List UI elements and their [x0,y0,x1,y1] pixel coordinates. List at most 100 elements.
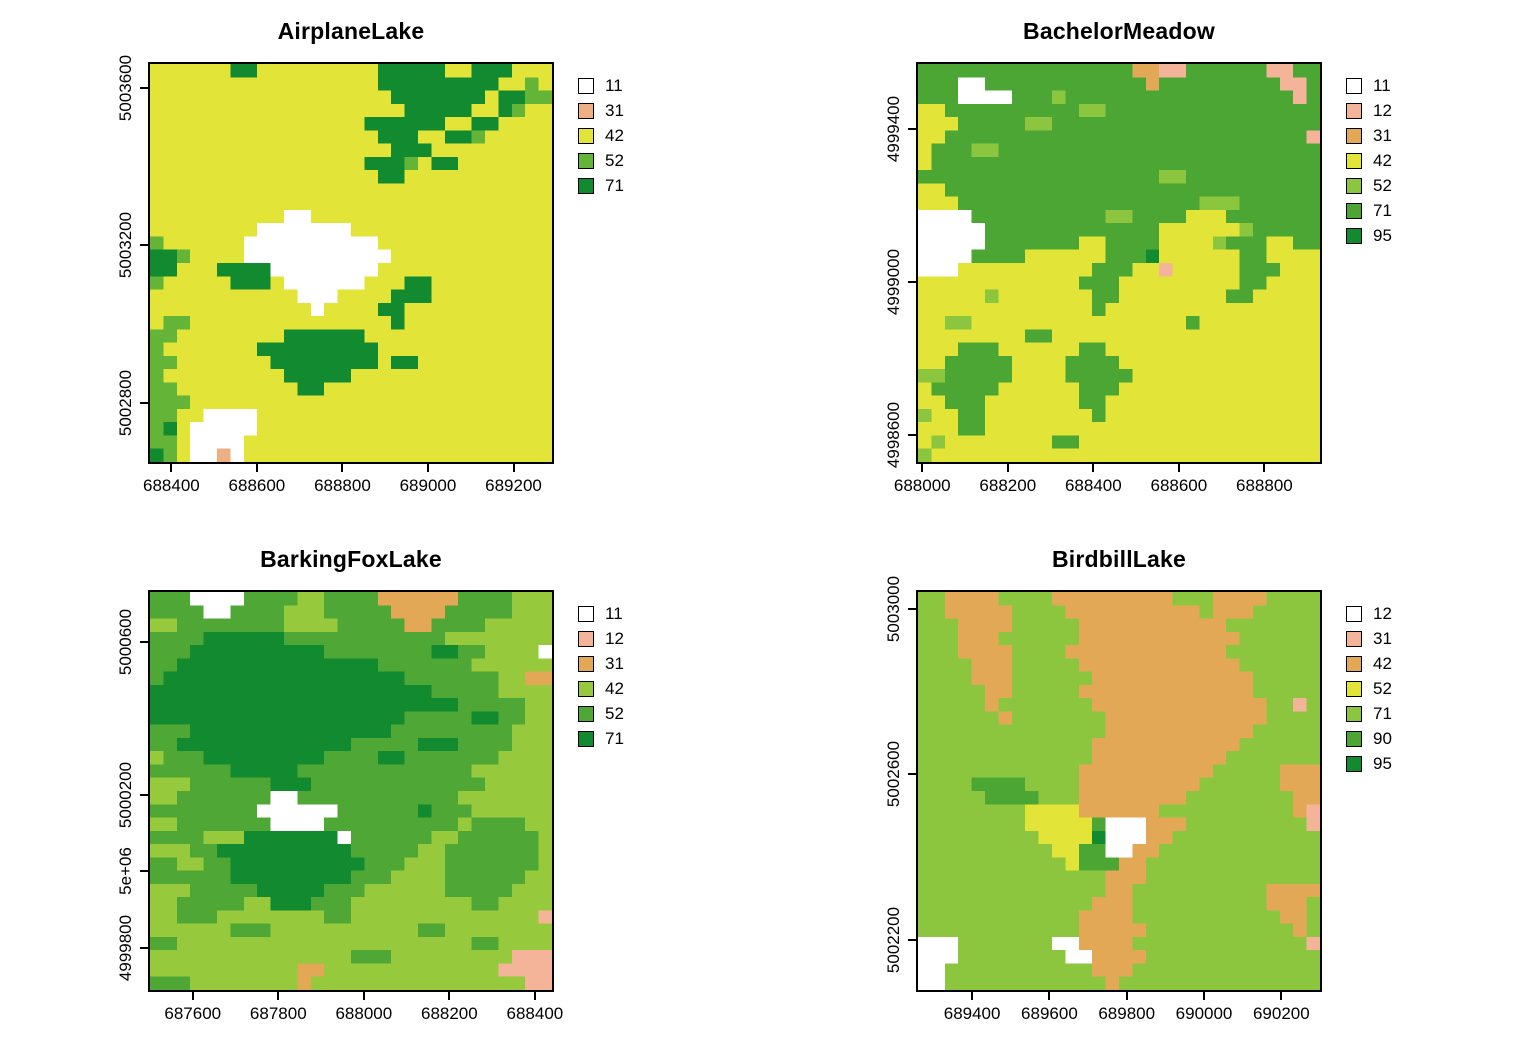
plot-region: 688400 688600 688800 689000 689200 5002800 50… [116,55,554,495]
x-axis: 687600 687800 688000 688200 688400 [150,990,563,1036]
legend-swatch [1346,756,1362,772]
x-tick-label: 689800 [1098,1004,1156,1023]
panel-title: BarkingFoxLake [260,546,442,572]
x-tick-label: 687800 [249,1004,307,1023]
legend-label: 95 [1373,226,1392,245]
x-tick-label: 689000 [399,476,457,495]
legend-item: 95 [1346,754,1392,773]
legend-label: 42 [1373,654,1392,673]
legend-label: 71 [1373,704,1392,723]
panel-title: BachelorMeadow [1023,18,1215,44]
y-tick-label-text: 4998600 [884,402,903,469]
legend-swatch [1346,153,1362,169]
x-tick-mark [1048,992,1051,1000]
x-tick-mark [255,464,258,472]
plot-region: 688000 688200 688400 688600 688800 4998600 49… [884,62,1322,495]
legend-swatch [578,606,594,622]
legend-item: 90 [1346,730,1392,747]
x-tick-label: 688200 [420,1004,478,1023]
x-tick-mark [426,464,429,472]
legend-item: 52 [1346,680,1392,697]
x-tick-mark [533,992,536,1000]
x-tick-mark [512,464,515,472]
legend-item: 31 [578,101,624,120]
y-tick-mark [908,607,916,610]
legend-label: 31 [605,101,624,120]
y-axis: 4998600 4999000 4999400 [854,64,918,468]
x-tick-mark [448,992,451,1000]
legend-item: 12 [1346,604,1392,623]
y-tick-label-text: 4999400 [884,95,903,163]
legend-label: 52 [605,151,624,170]
legend-swatch [578,78,594,94]
y-tick-mark [908,434,916,437]
legend: 11 12 31 42 52 71 95 [1346,76,1392,253]
legend-item: 31 [1346,630,1392,647]
legend-swatch [578,656,594,672]
x-tick-mark [191,992,194,1000]
x-tick-mark [1177,464,1180,472]
legend-label: 12 [1373,101,1392,120]
legend-item: 12 [578,630,624,647]
legend-item: 31 [578,654,624,673]
x-tick-mark [362,992,365,1000]
x-tick-mark [277,992,280,1000]
legend-label: 71 [1373,201,1392,220]
legend-item: 11 [578,77,624,94]
legend-item: 71 [1346,704,1392,723]
y-tick-mark [140,86,148,89]
legend-label: 11 [1373,76,1391,95]
y-tick-mark [140,793,148,796]
x-tick-label: 688400 [1064,476,1122,495]
plot-region: 687600 687800 688000 688200 688400 4999800 5e… [116,590,563,1023]
x-tick-mark [170,464,173,472]
x-tick-mark [971,992,974,1000]
x-tick-label: 688800 [314,476,371,495]
x-axis: 689400 689600 689800 690000 690200 [918,990,1320,1036]
plot-region: 689400 689600 689800 690000 690200 5002200 50… [884,576,1322,1023]
x-tick-mark [1092,464,1095,472]
y-tick-mark [140,244,148,247]
legend-swatch [1346,203,1362,219]
legend-label: 31 [1373,126,1392,145]
legend: 11 12 31 42 52 71 [578,605,624,756]
legend-item: 71 [578,177,624,194]
legend-label: 42 [605,679,624,698]
legend-label: 12 [1373,604,1392,623]
legend-swatch [1346,706,1362,722]
x-tick-label: 688400 [143,476,200,495]
legend-swatch [1346,731,1362,747]
legend: 12 31 42 52 71 90 95 [1346,604,1392,781]
legend-swatch [1346,178,1362,194]
legend-item: 42 [578,679,624,698]
x-tick-label: 688800 [1236,476,1293,495]
y-tick-label-text: 4999000 [884,249,903,316]
legend-label: 95 [1373,754,1392,773]
y-tick-label: 5003000 [882,554,906,664]
y-tick-mark [140,870,148,873]
panel-birdbill-lake: BirdbillLake 689400 689600 689800 690000 690… [768,528,1536,1056]
x-tick-mark [1125,992,1128,1000]
legend-item: 42 [578,127,624,144]
y-tick-mark [908,773,916,776]
legend-item: 11 [578,605,624,622]
x-tick-mark [1280,992,1283,1000]
y-tick-label: 5000200 [114,740,138,850]
y-tick-label: 4999400 [882,74,906,184]
legend-item: 11 [1346,76,1392,95]
raster-map [918,64,1320,462]
y-tick-label-text: 5003000 [884,575,903,642]
x-tick-mark [921,464,924,472]
legend-item: 95 [1346,226,1392,245]
y-axis: 5002200 5002600 5003000 [854,576,918,990]
legend-label: 42 [1373,151,1392,170]
y-tick-label-text: 5002800 [116,369,135,436]
y-tick-mark [140,640,148,643]
y-axis: 5002800 5003200 5003600 [86,55,150,462]
y-tick-mark [908,128,916,131]
legend-label: 52 [1373,176,1392,195]
legend-label: 31 [605,654,624,673]
y-tick-label-text: 5000200 [116,761,135,828]
y-tick-mark [140,946,148,949]
